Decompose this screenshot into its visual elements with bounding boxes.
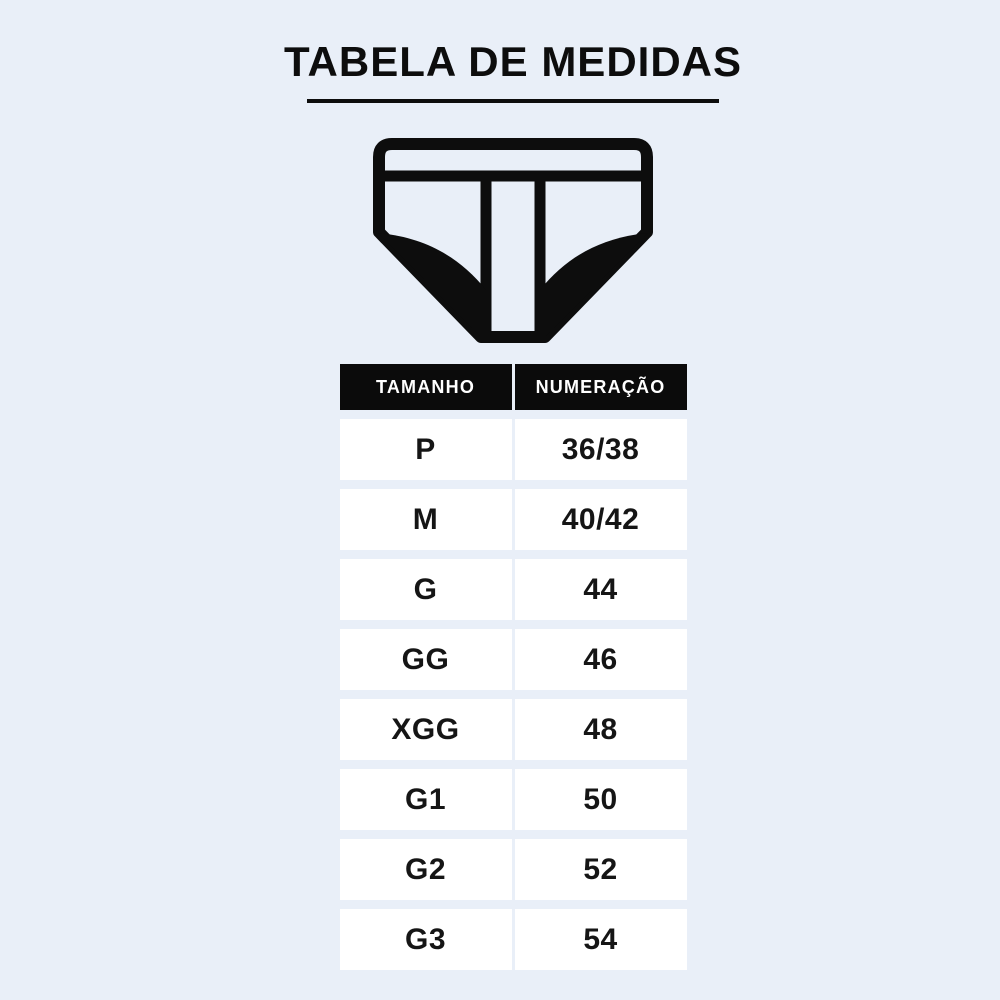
column-header-tamanho: TAMANHO <box>339 364 512 411</box>
numbering-cell: 46 <box>514 629 687 691</box>
size-chart-page: TABELA DE MEDIDAS TAMANHO NUMERAÇÃO P 36… <box>13 0 1000 1000</box>
size-cell: XGG <box>339 699 512 761</box>
numbering-cell: 48 <box>514 699 687 761</box>
size-cell: G2 <box>339 839 512 901</box>
size-cell: P <box>339 419 512 481</box>
numbering-cell: 52 <box>514 839 687 901</box>
size-cell: G3 <box>339 909 512 971</box>
numbering-cell: 50 <box>514 769 687 831</box>
page-title: TABELA DE MEDIDAS <box>284 38 742 85</box>
size-cell: G1 <box>339 769 512 831</box>
title-underline <box>307 99 719 104</box>
numbering-cell: 36/38 <box>514 419 687 481</box>
numbering-cell: 54 <box>514 909 687 971</box>
size-cell: M <box>339 489 512 551</box>
column-header-numeracao: NUMERAÇÃO <box>514 364 687 411</box>
size-cell: G <box>339 559 512 621</box>
numbering-cell: 40/42 <box>514 489 687 551</box>
size-cell: GG <box>339 629 512 691</box>
size-table: TAMANHO NUMERAÇÃO P 36/38 M 40/42 G 44 G… <box>339 364 687 971</box>
underwear-briefs-icon <box>373 136 653 348</box>
numbering-cell: 44 <box>514 559 687 621</box>
